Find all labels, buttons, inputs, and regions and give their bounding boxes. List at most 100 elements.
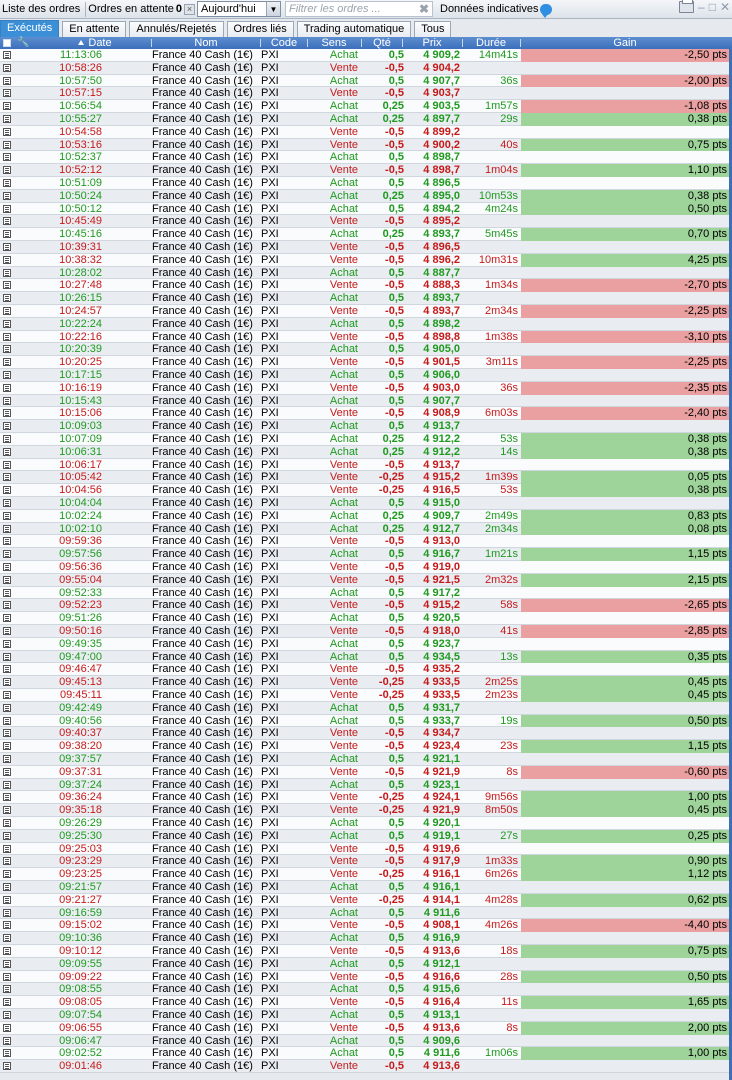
order-details-icon[interactable] [3, 742, 11, 751]
order-details-icon[interactable] [3, 985, 11, 994]
order-details-icon[interactable] [3, 473, 11, 482]
table-row[interactable]: 10:16:19 France 40 Cash (1€) PXI Vente -0,5 4… [0, 381, 732, 395]
table-row[interactable]: 09:16:59 France 40 Cash (1€) PXI Achat 0,5 4 … [0, 906, 732, 920]
tab-executed[interactable]: Exécutés [0, 20, 60, 37]
table-row[interactable]: 09:52:23 France 40 Cash (1€) PXI Vente -0,5 4… [0, 599, 732, 613]
order-details-icon[interactable] [3, 729, 11, 738]
order-details-icon[interactable] [3, 460, 11, 469]
order-details-icon[interactable] [3, 563, 11, 571]
order-details-icon[interactable] [3, 665, 11, 674]
column-qty[interactable]: Qté [373, 37, 391, 49]
order-details-icon[interactable] [3, 127, 11, 136]
order-details-icon[interactable] [3, 396, 11, 405]
order-details-icon[interactable] [3, 844, 11, 853]
table-row[interactable]: 09:08:55 France 40 Cash (1€) PXI Achat 0,5 4 … [0, 983, 732, 997]
table-row[interactable]: 09:07:54 France 40 Cash (1€) PXI Achat 0,5 4 … [0, 1009, 732, 1022]
table-row[interactable]: 09:49:35 France 40 Cash (1€) PXI Achat 0,5 4 … [0, 637, 732, 651]
table-row[interactable]: 10:26:15 France 40 Cash (1€) PXI Achat 0,5 4 … [0, 292, 732, 305]
order-details-icon[interactable] [3, 588, 11, 597]
table-row[interactable]: 09:25:30 France 40 Cash (1€) PXI Achat 0,5 4 … [0, 829, 732, 843]
order-details-icon[interactable] [3, 63, 11, 72]
scrollbar[interactable] [729, 49, 732, 1080]
order-details-icon[interactable] [3, 332, 11, 341]
table-row[interactable]: 10:28:02 France 40 Cash (1€) PXI Achat 0,5 4 … [0, 266, 732, 280]
table-row[interactable]: 10:39:31 France 40 Cash (1€) PXI Vente -0,5 4… [0, 241, 732, 254]
table-row[interactable]: 10:53:16 France 40 Cash (1€) PXI Vente -0,5 4… [0, 138, 732, 152]
tab-automatic-trading[interactable]: Trading automatique [296, 21, 412, 37]
maximize-icon[interactable]: □ [708, 0, 716, 14]
order-details-icon[interactable] [3, 831, 11, 840]
table-row[interactable]: 10:57:15 France 40 Cash (1€) PXI Vente -0,5 4… [0, 87, 732, 101]
order-details-icon[interactable] [3, 294, 11, 303]
order-details-icon[interactable] [3, 1062, 11, 1071]
filter-orders-input[interactable]: Filtrer les ordres ... ✖ [285, 1, 433, 17]
order-details-icon[interactable] [3, 806, 11, 815]
order-details-icon[interactable] [3, 601, 11, 610]
table-row[interactable]: 09:09:55 France 40 Cash (1€) PXI Achat 0,5 4 … [0, 957, 732, 971]
order-details-icon[interactable] [3, 959, 11, 968]
order-details-icon[interactable] [3, 435, 11, 443]
order-details-icon[interactable] [3, 179, 11, 187]
clear-filter-icon[interactable]: ✖ [418, 2, 429, 16]
table-row[interactable]: 09:23:25 France 40 Cash (1€) PXI Vente -0,25… [0, 868, 732, 881]
order-details-icon[interactable] [3, 780, 11, 789]
column-divider[interactable] [462, 39, 463, 47]
order-details-icon[interactable] [3, 255, 11, 264]
table-row[interactable]: 09:23:29 France 40 Cash (1€) PXI Vente -0,5 4… [0, 855, 732, 869]
table-row[interactable]: 09:08:05 France 40 Cash (1€) PXI Vente -0,5 4… [0, 996, 732, 1009]
table-row[interactable]: 09:51:26 France 40 Cash (1€) PXI Achat 0,5 4 … [0, 612, 732, 625]
column-divider[interactable] [402, 39, 403, 47]
column-divider[interactable] [307, 39, 308, 47]
order-details-icon[interactable] [3, 575, 11, 584]
close-window-icon[interactable]: ✕ [719, 0, 730, 14]
table-row[interactable]: 09:37:57 France 40 Cash (1€) PXI Achat 0,5 4 … [0, 753, 732, 766]
table-row[interactable]: 10:22:24 France 40 Cash (1€) PXI Achat 0,5 4 … [0, 317, 732, 331]
order-details-icon[interactable] [3, 627, 11, 635]
order-details-icon[interactable] [3, 51, 11, 59]
order-details-icon[interactable] [3, 358, 11, 367]
table-row[interactable]: 09:21:27 France 40 Cash (1€) PXI Vente -0,25… [0, 893, 732, 907]
table-row[interactable]: 10:58:26 France 40 Cash (1€) PXI Vente -0,5 4… [0, 61, 732, 75]
order-details-icon[interactable] [3, 691, 11, 699]
table-row[interactable]: 09:55:04 France 40 Cash (1€) PXI Vente -0,5 4… [0, 573, 732, 587]
order-details-icon[interactable] [3, 947, 11, 955]
order-details-icon[interactable] [3, 755, 11, 763]
table-row[interactable]: 10:51:09 France 40 Cash (1€) PXI Achat 0,5 4 … [0, 177, 732, 190]
table-row[interactable]: 09:01:46 France 40 Cash (1€) PXI Vente -0,5 4… [0, 1060, 732, 1073]
date-filter-select[interactable]: Aujourd'hui ▼ [197, 1, 281, 17]
table-row[interactable]: 09:10:36 France 40 Cash (1€) PXI Achat 0,5 4 … [0, 932, 732, 945]
table-row[interactable]: 10:06:31 France 40 Cash (1€) PXI Achat 0,25 4… [0, 445, 732, 459]
table-row[interactable]: 09:45:13 France 40 Cash (1€) PXI Vente -0,25… [0, 676, 732, 689]
order-details-icon[interactable] [3, 639, 11, 648]
table-row[interactable]: 09:02:52 France 40 Cash (1€) PXI Achat 0,5 4 … [0, 1047, 732, 1061]
column-side[interactable]: Sens [321, 37, 347, 49]
table-row[interactable]: 09:56:36 France 40 Cash (1€) PXI Vente -0,5 4… [0, 561, 732, 574]
table-row[interactable]: 10:05:42 France 40 Cash (1€) PXI Vente -0,25… [0, 471, 732, 485]
table-row[interactable]: 10:06:17 France 40 Cash (1€) PXI Vente -0,5 4… [0, 458, 732, 472]
order-details-icon[interactable] [3, 703, 11, 712]
table-row[interactable]: 10:45:49 France 40 Cash (1€) PXI Vente -0,5 4… [0, 215, 732, 229]
order-details-icon[interactable] [3, 895, 11, 904]
order-details-icon[interactable] [3, 972, 11, 981]
orders-list-button[interactable]: Liste des ordres [0, 0, 83, 19]
order-details-icon[interactable] [3, 191, 11, 200]
order-details-icon[interactable] [3, 870, 11, 879]
order-details-icon[interactable] [3, 345, 11, 354]
table-row[interactable]: 10:20:25 France 40 Cash (1€) PXI Vente -0,5 4… [0, 356, 732, 369]
order-details-icon[interactable] [3, 793, 11, 802]
order-details-icon[interactable] [3, 550, 11, 559]
pending-orders-button[interactable]: Ordres en attente 0 × [88, 0, 195, 19]
table-row[interactable]: 09:06:47 France 40 Cash (1€) PXI Achat 0,5 4 … [0, 1034, 732, 1048]
order-details-icon[interactable] [3, 883, 11, 891]
table-row[interactable]: 09:38:20 France 40 Cash (1€) PXI Vente -0,5 4… [0, 740, 732, 753]
order-details-icon[interactable] [3, 767, 11, 776]
table-row[interactable]: 10:20:39 France 40 Cash (1€) PXI Achat 0,5 4 … [0, 343, 732, 357]
table-row[interactable]: 10:15:06 France 40 Cash (1€) PXI Vente -0,5 4… [0, 407, 732, 421]
order-details-icon[interactable] [3, 652, 11, 661]
table-row[interactable]: 11:13:06 France 40 Cash (1€) PXI Achat 0,5 4 … [0, 49, 732, 62]
printer-icon[interactable] [679, 0, 694, 13]
order-details-icon[interactable] [3, 447, 11, 456]
order-details-icon[interactable] [3, 1049, 11, 1058]
order-details-icon[interactable] [3, 319, 11, 328]
table-row[interactable]: 10:50:12 France 40 Cash (1€) PXI Achat 0,5 4 … [0, 202, 732, 216]
